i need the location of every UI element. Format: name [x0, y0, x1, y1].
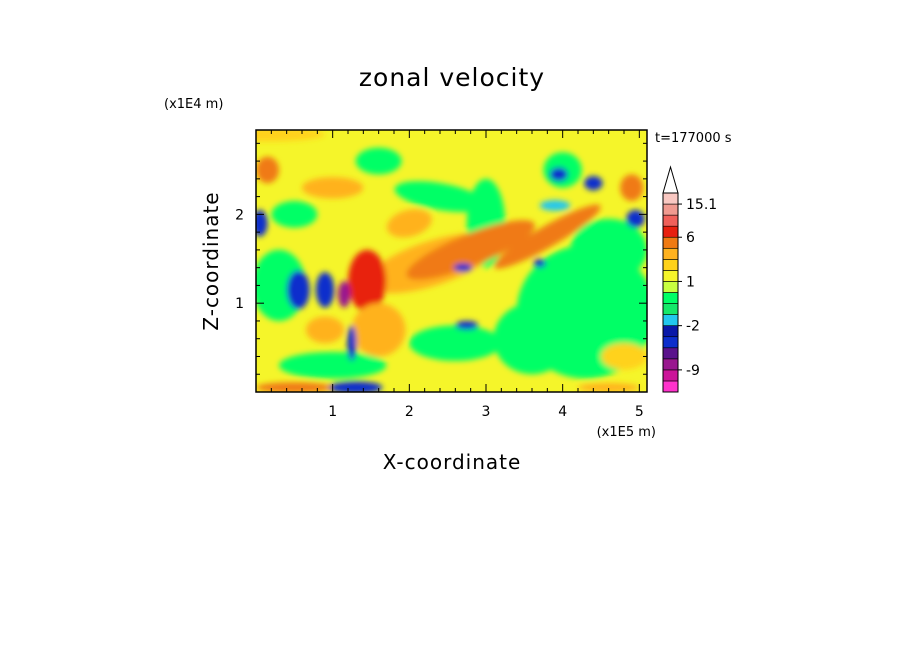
field-patch	[351, 303, 406, 357]
colorbar-box	[662, 281, 679, 293]
x-tick-label: 3	[482, 404, 491, 420]
plot-frame	[255, 129, 648, 393]
field-patch	[406, 220, 535, 280]
x-tick-label: 5	[635, 404, 644, 420]
colorbar-box	[662, 336, 679, 349]
colorbar-box	[662, 270, 679, 282]
field-patch	[455, 320, 479, 330]
field-patch	[539, 200, 571, 211]
colorbar-box	[662, 247, 679, 260]
field-patch	[256, 209, 268, 237]
field-patch	[453, 263, 473, 273]
time-label: t=177000 s	[655, 131, 732, 146]
field-patch	[570, 218, 647, 281]
field-patch	[328, 381, 383, 392]
field-patch	[626, 209, 645, 228]
x-tick-labels: 1 2 3 4 5	[328, 404, 644, 420]
field-patch	[533, 258, 546, 268]
field-patch	[256, 382, 333, 392]
colorbar-box	[662, 380, 679, 393]
colorbar-box	[662, 292, 679, 304]
colorbar-box	[662, 236, 679, 249]
colorbar-box	[662, 358, 679, 371]
velocity-field	[256, 130, 647, 392]
field-patch	[601, 343, 647, 370]
colorbar-box	[662, 225, 679, 238]
field-patch	[286, 270, 310, 310]
y-axis-title: Z-coordinate	[199, 191, 223, 330]
field-patch	[279, 352, 387, 379]
colorbar-tick-label: 1	[686, 274, 695, 290]
colorbar-labels: 15.1 6 1 -2 -9	[678, 197, 717, 379]
colorbar-tick-label: -2	[686, 319, 700, 335]
field-patch	[302, 177, 364, 199]
field-patch	[409, 325, 502, 361]
field-patch	[338, 280, 351, 308]
x-axis-unit: (x1E5 m)	[597, 425, 656, 440]
field-patch	[620, 174, 644, 202]
field-patch	[355, 147, 402, 175]
y-axis-unit: (x1E4 m)	[164, 97, 223, 112]
colorbar-frame	[662, 192, 679, 393]
x-tick-label: 2	[405, 404, 414, 420]
field-patch	[394, 181, 486, 212]
colorbar	[662, 165, 679, 393]
colorbar-tick-label: -9	[686, 363, 700, 379]
y-tick-label: 1	[235, 296, 244, 312]
colorbar-box	[662, 325, 679, 338]
field-patch	[347, 325, 357, 361]
colorbar-extension	[662, 165, 679, 194]
field-patch	[549, 167, 569, 182]
field-patch	[584, 176, 603, 191]
x-tick-label: 1	[328, 404, 337, 420]
colorbar-box	[662, 203, 679, 216]
y-tick-labels: 12	[235, 207, 244, 312]
field-patch	[386, 209, 432, 238]
colorbar-box	[662, 347, 679, 360]
frame-ticks	[256, 130, 647, 392]
colorbar-tick-label: 15.1	[686, 197, 717, 213]
colorbar-box	[662, 192, 679, 205]
field-patch	[493, 303, 571, 375]
field-patch	[315, 272, 335, 308]
field-patch	[493, 204, 601, 269]
field-patch	[271, 201, 318, 228]
x-axis-title: X-coordinate	[383, 450, 522, 474]
field-patch	[348, 249, 387, 313]
colorbar-box	[662, 369, 679, 382]
colorbar-box	[662, 214, 679, 227]
field-patch	[305, 316, 345, 344]
x-tick-label: 4	[558, 404, 567, 420]
colorbar-box	[662, 314, 679, 326]
colorbar-box	[662, 303, 679, 315]
chart-title: zonal velocity	[359, 63, 545, 92]
colorbar-tick-label: 6	[686, 230, 695, 246]
field-patch	[256, 130, 325, 142]
y-tick-label: 2	[235, 207, 244, 223]
field-patch	[256, 156, 279, 184]
colorbar-box	[662, 259, 679, 271]
